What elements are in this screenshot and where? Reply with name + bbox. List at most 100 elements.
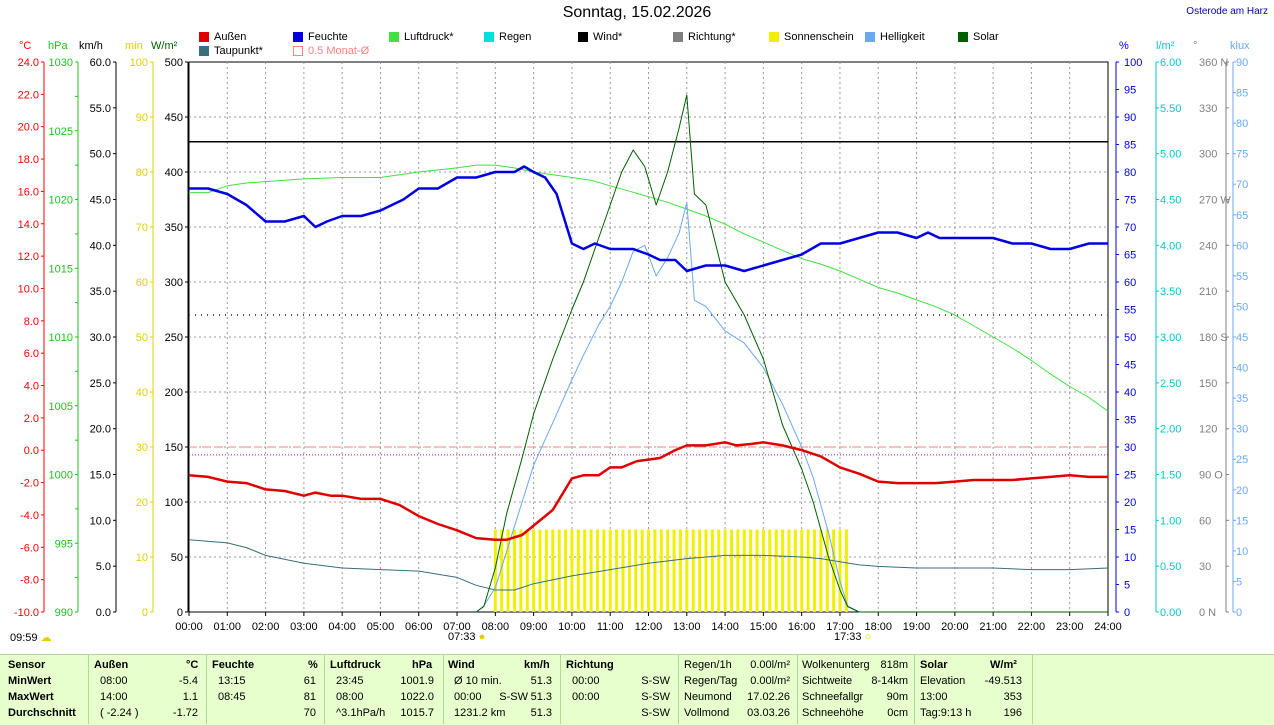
richtung-value: S-SW <box>641 675 670 687</box>
hdr-richtung: Richtung <box>566 659 614 671</box>
pressure-tick: 990 <box>55 607 73 619</box>
sunshine-tick: 100 <box>130 57 148 69</box>
pct-tick: 95 <box>1124 85 1136 97</box>
sunshine-unit: min <box>125 40 143 52</box>
rain-key: Regen/1h <box>684 659 732 671</box>
legend-swatch <box>865 32 875 42</box>
pct-tick: 45 <box>1124 360 1136 372</box>
temp-tick: 16.0 <box>18 186 39 198</box>
richtung-time: 00:00 <box>572 691 600 703</box>
aussen-value: 1.1 <box>182 691 198 703</box>
x-tick-label: 24:00 <box>1094 621 1122 633</box>
klux-tick: 60 <box>1236 240 1248 252</box>
wind-tick: 50.0 <box>90 149 111 161</box>
pct-tick: 50 <box>1124 332 1136 344</box>
pct-tick: 20 <box>1124 497 1136 509</box>
pct-tick: 30 <box>1124 442 1136 454</box>
feuchte-value: 81 <box>303 691 316 703</box>
legend-swatch <box>673 32 683 42</box>
hdr-feuchte: Feuchte <box>212 659 255 671</box>
chart-title: Sonntag, 15.02.2026 <box>562 4 712 21</box>
temp-tick: 20.0 <box>18 122 39 134</box>
lm2-tick: 1.00 <box>1160 515 1181 527</box>
lm2-tick: 2.50 <box>1160 378 1181 390</box>
solar-tick: 100 <box>165 497 183 509</box>
wind-tick: 5.0 <box>96 561 111 573</box>
legend-item: 0.5 Monat-Ø <box>293 45 369 57</box>
legend-item: Regen <box>484 31 531 43</box>
deg-tick: 0 N <box>1199 607 1216 619</box>
deg-tick: 330 <box>1199 103 1217 115</box>
legend-label: Luftdruck* <box>404 31 454 43</box>
pct-tick: 75 <box>1124 195 1136 207</box>
temp-tick: 24.0 <box>18 57 39 69</box>
solar-key: Elevation <box>920 675 966 687</box>
temp-tick: 12.0 <box>18 251 39 263</box>
location-label: Osterode am Harz <box>1186 6 1268 17</box>
weather-chart: 24.0 22.0 20.0 18.0 16.0 14.0 12.0 10.0 8.0 6.0 4.… <box>14 57 1248 633</box>
pct-tick: 80 <box>1124 167 1136 179</box>
temp-tick: 0.0 <box>24 445 39 457</box>
klux-tick: 50 <box>1236 301 1248 313</box>
pct-tick: 55 <box>1124 305 1136 317</box>
deg-tick: 120 <box>1199 424 1217 436</box>
rain-key: Regen/Tag <box>684 675 738 687</box>
pct-tick: 85 <box>1124 140 1136 152</box>
deg-tick: 210 <box>1199 286 1217 298</box>
sunshine-tick: 60 <box>136 277 148 289</box>
temp-tick: -2.0 <box>20 478 39 490</box>
solar-unit: W/m² <box>151 40 178 52</box>
sunshine-tick: 90 <box>136 112 148 124</box>
deg-tick: 30 <box>1199 561 1211 573</box>
rain-key: Vollmond <box>684 707 730 719</box>
pct-tick: 100 <box>1124 57 1142 69</box>
legend-swatch <box>958 32 968 42</box>
solar-value: -49.513 <box>984 675 1022 687</box>
hdr-sensor: Sensor <box>8 659 46 671</box>
feuchte-value: 70 <box>303 707 316 719</box>
pressure-tick: 1015 <box>49 263 73 275</box>
pressure-unit: hPa <box>48 40 68 52</box>
temp-tick: -4.0 <box>20 510 39 522</box>
pressure-tick: 1020 <box>49 195 73 207</box>
pct-tick: 35 <box>1124 415 1136 427</box>
sunshine-tick: 50 <box>136 332 148 344</box>
klux-tick: 40 <box>1236 363 1248 375</box>
temp-tick: 4.0 <box>24 381 39 393</box>
lm2-tick: 2.00 <box>1160 424 1181 436</box>
solar-value: 353 <box>1003 691 1022 703</box>
solar-tick: 0 <box>177 607 183 619</box>
x-tick-label: 03:00 <box>290 621 318 633</box>
legend-swatch <box>199 46 209 56</box>
temperature-line <box>188 441 1108 541</box>
wind-unit: km/h <box>79 40 103 52</box>
pct-tick: 70 <box>1124 222 1136 234</box>
luftdruck-time: ^3.1hPa/h <box>336 707 386 719</box>
current-time: 09:59 ☁ <box>10 632 52 644</box>
legend-item: Luftdruck* <box>389 31 454 43</box>
wind-time: 00:00 <box>454 691 482 703</box>
hdr-aussen-unit: °C <box>186 659 199 671</box>
cloud-value: 0cm <box>887 707 908 719</box>
klux-tick: 80 <box>1236 118 1248 130</box>
solar-tick: 200 <box>165 387 183 399</box>
solar-key: 13:00 <box>920 691 948 703</box>
legend-swatch <box>199 32 209 42</box>
legend-swatch <box>578 32 588 42</box>
solar-key: Tag:9:13 h <box>920 707 972 719</box>
luftdruck-time: 23:45 <box>336 675 364 687</box>
legend-label: Regen <box>499 31 532 43</box>
rain-value: 17.02.26 <box>747 691 790 703</box>
feuchte-time: 13:15 <box>218 675 246 687</box>
temp-tick: -8.0 <box>20 575 39 587</box>
cloud-key: Sichtweite <box>802 675 853 687</box>
legend-label: Sonnenschein <box>784 31 854 43</box>
x-tick-label: 00:00 <box>175 621 203 633</box>
wind-tick: 10.0 <box>90 515 111 527</box>
x-tick-label: 16:00 <box>788 621 816 633</box>
humidity-line <box>189 165 1108 273</box>
x-tick-label: 07:00 <box>443 621 471 633</box>
pct-tick: 60 <box>1124 277 1136 289</box>
x-tick-label: 09:00 <box>520 621 548 633</box>
sunshine-tick: 70 <box>136 222 148 234</box>
